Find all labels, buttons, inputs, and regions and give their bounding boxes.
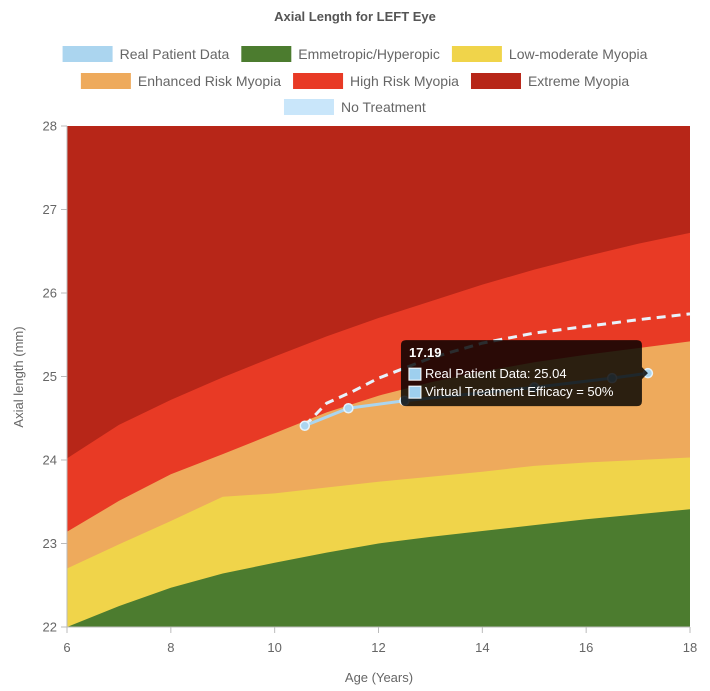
legend-item-high-risk-myopia[interactable]: High Risk Myopia (293, 73, 459, 89)
legend-label: Enhanced Risk Myopia (138, 73, 281, 89)
legend-label: Emmetropic/Hyperopic (298, 46, 440, 62)
legend-item-no-treatment[interactable]: No Treatment (283, 99, 426, 115)
real-patient-data-point[interactable] (343, 402, 354, 414)
tooltip-line: Real Patient Data: 25.04 (425, 366, 567, 381)
y-axis-label: Axial length (mm) (11, 326, 26, 427)
legend-item-low-moderate-myopia[interactable]: Low-moderate Myopia (451, 46, 648, 62)
legend-swatch (470, 73, 521, 89)
legend-label: Real Patient Data (120, 46, 230, 62)
tooltip-swatch (408, 367, 422, 381)
legend-swatch (451, 46, 502, 62)
x-tick-label: 16 (579, 640, 593, 655)
chart-title: Axial Length for LEFT Eye (274, 9, 436, 24)
x-tick-label: 6 (63, 640, 70, 655)
plot-area (67, 126, 691, 627)
legend-item-emmetropic-hyperopic[interactable]: Emmetropic/Hyperopic (241, 46, 440, 62)
legend-label: High Risk Myopia (350, 73, 459, 89)
legend-swatch (62, 46, 113, 62)
band-emmetropic-hyperopic (67, 509, 690, 627)
axes: 22 23 24 25 26 27 28 6 8 10 12 14 16 18 (43, 119, 698, 656)
legend-label: No Treatment (341, 99, 426, 115)
legend-swatch (241, 46, 292, 62)
legend-swatch (293, 73, 344, 89)
legend-item-extreme-myopia[interactable]: Extreme Myopia (470, 73, 629, 89)
y-tick-label: 22 (43, 620, 57, 635)
y-tick-label: 24 (43, 453, 57, 468)
x-tick-label: 8 (167, 640, 174, 655)
x-tick-label: 18 (683, 640, 697, 655)
chart-legend[interactable]: Real Patient Data Emmetropic/Hyperopic Low… (62, 46, 648, 115)
tooltip-title: 17.19 (409, 345, 442, 360)
x-tick-label: 10 (267, 640, 281, 655)
real-patient-data-point[interactable] (299, 420, 311, 432)
y-tick-label: 27 (43, 202, 57, 217)
x-tick-label: 14 (475, 640, 489, 655)
y-tick-label: 23 (43, 536, 57, 551)
y-tick-label: 25 (43, 369, 57, 384)
legend-item-real-patient-data[interactable]: Real Patient Data (62, 46, 230, 62)
tooltip-swatch (408, 385, 422, 399)
legend-item-enhanced-risk-myopia[interactable]: Enhanced Risk Myopia (80, 73, 281, 89)
legend-swatch (283, 99, 334, 115)
legend-label: Low-moderate Myopia (509, 46, 648, 62)
legend-swatch (80, 73, 131, 89)
y-tick-label: 28 (43, 119, 57, 134)
legend-label: Extreme Myopia (528, 73, 629, 89)
y-tick-label: 26 (43, 286, 57, 301)
x-axis-label: Age (Years) (345, 670, 413, 685)
tooltip-line: Virtual Treatment Efficacy = 50% (425, 384, 614, 399)
tooltip-box (400, 340, 648, 407)
data-tooltip: 17.19 Real Patient Data: 25.04 Virtual Tre… (400, 340, 648, 407)
x-tick-label: 12 (371, 640, 385, 655)
